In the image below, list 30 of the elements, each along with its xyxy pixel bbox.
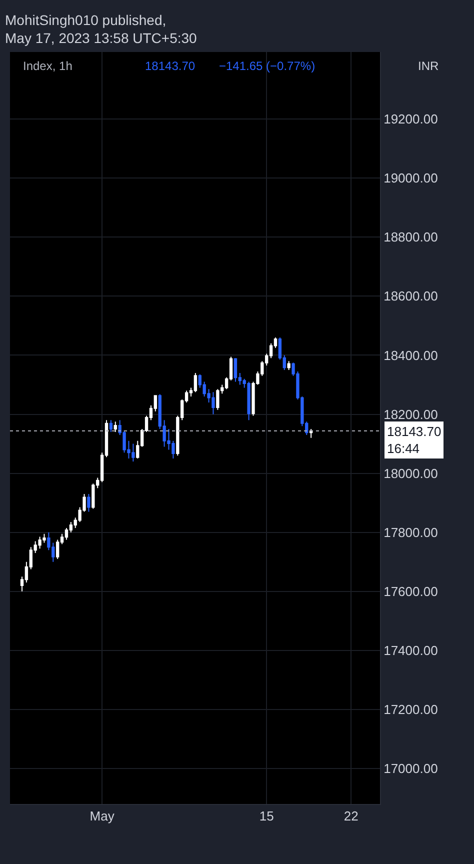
annotation: 18143.70 (145, 59, 196, 73)
x-tick-label: May (90, 808, 115, 824)
y-tick-label: 17400.00 (384, 643, 438, 658)
y-tick-label: 19000.00 (384, 170, 438, 186)
y-tick-label: 18200.00 (384, 406, 438, 422)
candlestick (216, 388, 220, 410)
x-tick-label: 15 (259, 808, 274, 824)
y-tick-label: 19200.00 (384, 112, 438, 127)
text: Index, 1h (23, 59, 72, 73)
candlestick (247, 381, 250, 421)
y-axis-title: INR (418, 59, 439, 73)
candlestick (87, 493, 90, 512)
ref-line-label: 18143.70 16:44 (387, 424, 442, 456)
chart-subtitle: MohitSingh010 published, May 17, 2023 13:58 UTC+5:30 (5, 12, 198, 46)
candlestick (309, 428, 313, 438)
y-tick-label: 18600.00 (384, 288, 438, 304)
annotation: −141.65 (−0.77%) (219, 59, 316, 73)
y-tick-label: 17200.00 (384, 702, 438, 718)
candlestick (114, 421, 117, 432)
candlestick (234, 358, 238, 382)
x-tick-label: 22 (344, 808, 358, 824)
y-tick-label: 18000.00 (384, 466, 438, 481)
y-tick-label: 17000.00 (384, 761, 438, 776)
candlestick (109, 420, 113, 432)
y-tick-label: 18800.00 (384, 230, 438, 245)
y-tick-label: 17600.00 (384, 584, 438, 599)
y-tick-label: 17800.00 (384, 524, 438, 540)
y-tick-label: 18400.00 (384, 348, 438, 363)
candlestick (287, 360, 290, 370)
candlestick (194, 372, 198, 393)
